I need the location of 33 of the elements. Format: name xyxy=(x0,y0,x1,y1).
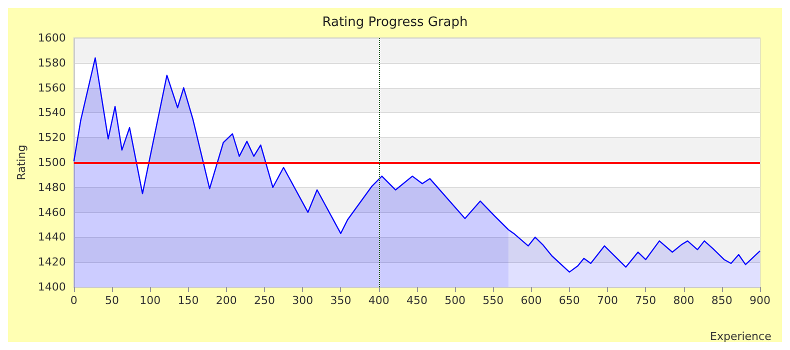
x-tick-label: 850 xyxy=(711,294,732,307)
x-tick-label: 500 xyxy=(444,294,466,307)
x-tick-label: 300 xyxy=(292,294,314,307)
y-tick-label: 1600 xyxy=(38,32,66,44)
x-tick-label: 0 xyxy=(70,294,78,307)
x-tick-label: 100 xyxy=(140,294,161,307)
x-tick-label: 550 xyxy=(482,294,504,307)
y-tick-label: 1480 xyxy=(38,180,66,194)
x-axis-title: Experience xyxy=(710,330,772,343)
y-tick-label: 1560 xyxy=(38,81,66,94)
y-tick-label: 1460 xyxy=(38,206,66,219)
y-axis-title: Rating xyxy=(15,144,28,180)
y-tick-label: 1420 xyxy=(38,256,66,269)
x-tick-label: 350 xyxy=(330,294,352,307)
y-tick-label: 1500 xyxy=(38,156,66,169)
x-tick-label: 700 xyxy=(597,294,618,307)
x-tick-label: 200 xyxy=(216,294,237,307)
x-tick-label: 250 xyxy=(254,294,275,307)
x-tick-label: 900 xyxy=(750,294,770,307)
x-tick-label: 400 xyxy=(368,294,390,307)
y-tick-label: 1400 xyxy=(38,280,66,294)
x-tick-label: 650 xyxy=(558,294,580,307)
chart-title: Rating Progress Graph xyxy=(322,15,468,30)
y-tick-label: 1580 xyxy=(38,56,66,70)
y-tick-label: 1520 xyxy=(38,131,66,144)
x-tick-label: 450 xyxy=(406,294,428,307)
x-tick-label: 50 xyxy=(105,294,120,307)
y-tick-label: 1440 xyxy=(38,230,66,244)
x-tick-label: 750 xyxy=(635,294,656,307)
x-tick-label: 150 xyxy=(178,294,199,307)
y-tick-label: 1540 xyxy=(38,106,66,120)
x-tick-label: 600 xyxy=(520,294,542,307)
x-tick-label: 800 xyxy=(673,294,694,307)
